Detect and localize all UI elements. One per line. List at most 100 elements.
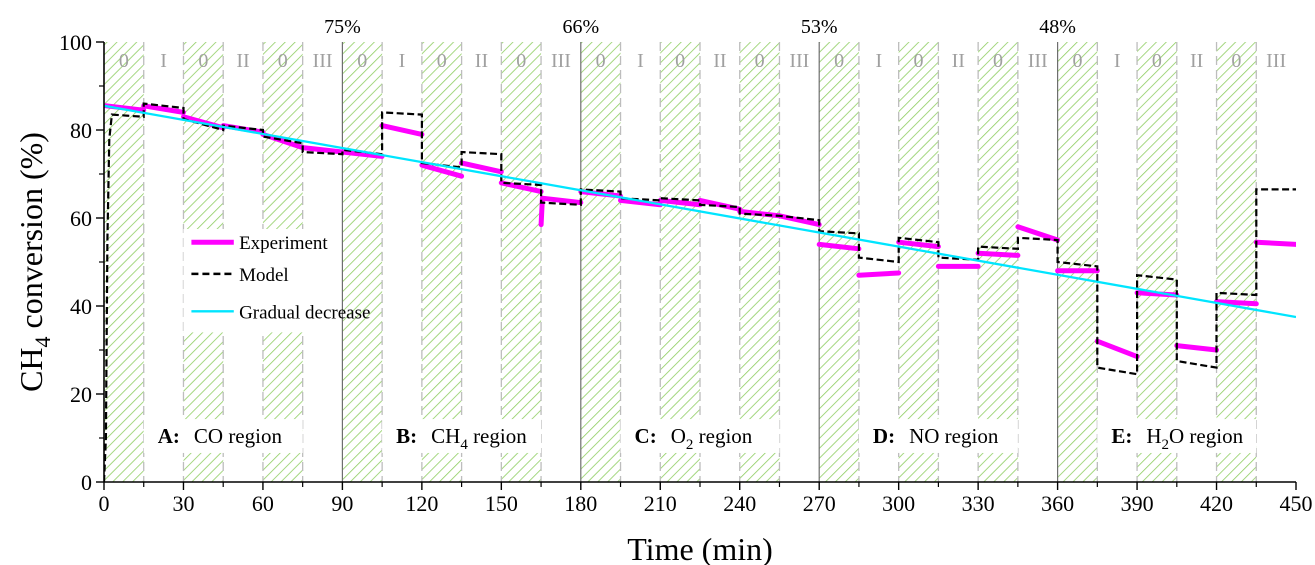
x-axis-title: Time (min) bbox=[627, 531, 773, 565]
phase-label: II bbox=[236, 50, 249, 72]
phase-label: 0 bbox=[357, 50, 367, 72]
experiment-line bbox=[419, 162, 465, 179]
experiment-line bbox=[1214, 299, 1259, 307]
region-name: NO region bbox=[909, 424, 999, 448]
x-tick-label: 30 bbox=[172, 491, 194, 516]
experiment-line bbox=[856, 270, 902, 278]
region-name: O region bbox=[1169, 424, 1244, 448]
experiment-line bbox=[896, 239, 941, 250]
experiment-line bbox=[141, 103, 186, 115]
region-letter: C: bbox=[635, 424, 657, 448]
x-tick-label: 180 bbox=[564, 491, 597, 516]
phase-label: 0 bbox=[1152, 50, 1162, 72]
region-letter: B: bbox=[396, 424, 417, 448]
experiment-line bbox=[816, 241, 862, 252]
region-label: B: CH4 region bbox=[396, 424, 527, 453]
phase-0-hatched-bands bbox=[104, 42, 1257, 482]
legend: Experiment Model Gradual decrease bbox=[183, 229, 370, 333]
x-tick-label: 420 bbox=[1200, 491, 1233, 516]
region-percent-label: 66% bbox=[562, 16, 599, 38]
phase-label: I bbox=[637, 50, 644, 72]
phase-label: I bbox=[399, 50, 406, 72]
region-label-box bbox=[1097, 419, 1257, 453]
region-label: E: H2O region bbox=[1111, 424, 1243, 453]
phase-label: 0 bbox=[993, 50, 1003, 72]
gradual-decrease-line bbox=[104, 104, 1296, 319]
region-label-box bbox=[858, 419, 1018, 453]
region-percent-label: 53% bbox=[801, 16, 838, 38]
phase-label: 0 bbox=[278, 50, 288, 72]
phase-label: 0 bbox=[675, 50, 685, 72]
phase-band-hatch bbox=[342, 42, 383, 482]
region-percent-label: 75% bbox=[324, 16, 361, 38]
x-tick-label: 60 bbox=[252, 491, 274, 516]
region-labels: A: CO region B: CH4 region C: O2 region D: NO r… bbox=[143, 419, 1257, 453]
region-letter: E: bbox=[1111, 424, 1132, 448]
phase-label: I bbox=[160, 50, 167, 72]
percent-labels: 75% 66% 53% 48% bbox=[324, 16, 1076, 38]
phase-label: II bbox=[475, 50, 488, 72]
phase-label: II bbox=[713, 50, 726, 72]
phase-label: 0 bbox=[914, 50, 924, 72]
x-tick-label: 270 bbox=[803, 491, 836, 516]
x-tick-label: 90 bbox=[331, 491, 353, 516]
phase-label: I bbox=[875, 50, 882, 72]
phase-band-hatch bbox=[1216, 42, 1257, 482]
region-label: A: CO region bbox=[158, 424, 283, 448]
experiment-line bbox=[300, 145, 345, 155]
experiment-line bbox=[459, 160, 504, 175]
y-tick-label: 40 bbox=[70, 294, 92, 319]
x-tick-label: 150 bbox=[485, 491, 518, 516]
experiment-line bbox=[1094, 338, 1140, 360]
phase-label: I bbox=[1114, 50, 1121, 72]
experiment-line bbox=[379, 123, 425, 137]
phase-band-hatch bbox=[580, 42, 621, 482]
phase-band-hatch bbox=[660, 42, 700, 482]
legend-box bbox=[183, 229, 322, 333]
experiment-line bbox=[1015, 224, 1061, 243]
region-name: CO region bbox=[194, 424, 283, 448]
region-name: region bbox=[468, 424, 527, 448]
x-tick-label: 300 bbox=[882, 491, 915, 516]
experiment-line bbox=[975, 250, 1021, 258]
legend-label: Model bbox=[239, 265, 289, 286]
phase-band-hatch bbox=[501, 42, 542, 482]
legend-label: Experiment bbox=[239, 233, 328, 254]
y-tick-label: 80 bbox=[70, 118, 92, 143]
region-name-subscript: 2 bbox=[1162, 437, 1170, 453]
x-tick-label: 120 bbox=[405, 491, 438, 516]
region-label-box bbox=[382, 419, 542, 453]
x-tick-label: 240 bbox=[723, 491, 756, 516]
phase-band-hatch bbox=[1137, 42, 1177, 482]
y-tick-label: 60 bbox=[70, 206, 92, 231]
phase-band-hatch bbox=[421, 42, 462, 482]
data-series bbox=[104, 102, 1296, 482]
x-tick-label: 330 bbox=[962, 491, 995, 516]
y-axis-title: CH4 conversion (%) bbox=[13, 132, 55, 392]
experiment-line bbox=[657, 197, 703, 208]
experiment-line bbox=[1174, 343, 1219, 353]
phase-label: 0 bbox=[516, 50, 526, 72]
region-label: C: O2 region bbox=[635, 424, 753, 453]
x-tick-label: 360 bbox=[1041, 491, 1074, 516]
region-name-subscript: 2 bbox=[686, 437, 694, 453]
phase-label: III bbox=[313, 50, 333, 72]
phase-label: 0 bbox=[596, 50, 606, 72]
phase-label: II bbox=[1190, 50, 1203, 72]
experiment-line bbox=[1253, 239, 1296, 247]
y-axis-title-base: CH bbox=[13, 347, 49, 391]
phase-label: II bbox=[952, 50, 965, 72]
phase-label: 0 bbox=[1072, 50, 1082, 72]
y-axis-title-subscript: 4 bbox=[30, 336, 55, 347]
y-tick-label: 0 bbox=[81, 470, 92, 495]
y-axis-title-rest: conversion (%) bbox=[13, 132, 49, 336]
axes: 0 30 60 90 120 150 180 210 240 270 300 330 360 390 420… bbox=[59, 30, 1313, 516]
phase-band-hatch bbox=[739, 42, 780, 482]
legend-label: Gradual decrease bbox=[239, 302, 370, 323]
region-name: H bbox=[1146, 424, 1161, 448]
phase-label: III bbox=[789, 50, 809, 72]
phase-label: 0 bbox=[119, 50, 129, 72]
phase-label: 0 bbox=[437, 50, 447, 72]
phase-band-hatch bbox=[898, 42, 939, 482]
y-tick-label: 20 bbox=[70, 382, 92, 407]
